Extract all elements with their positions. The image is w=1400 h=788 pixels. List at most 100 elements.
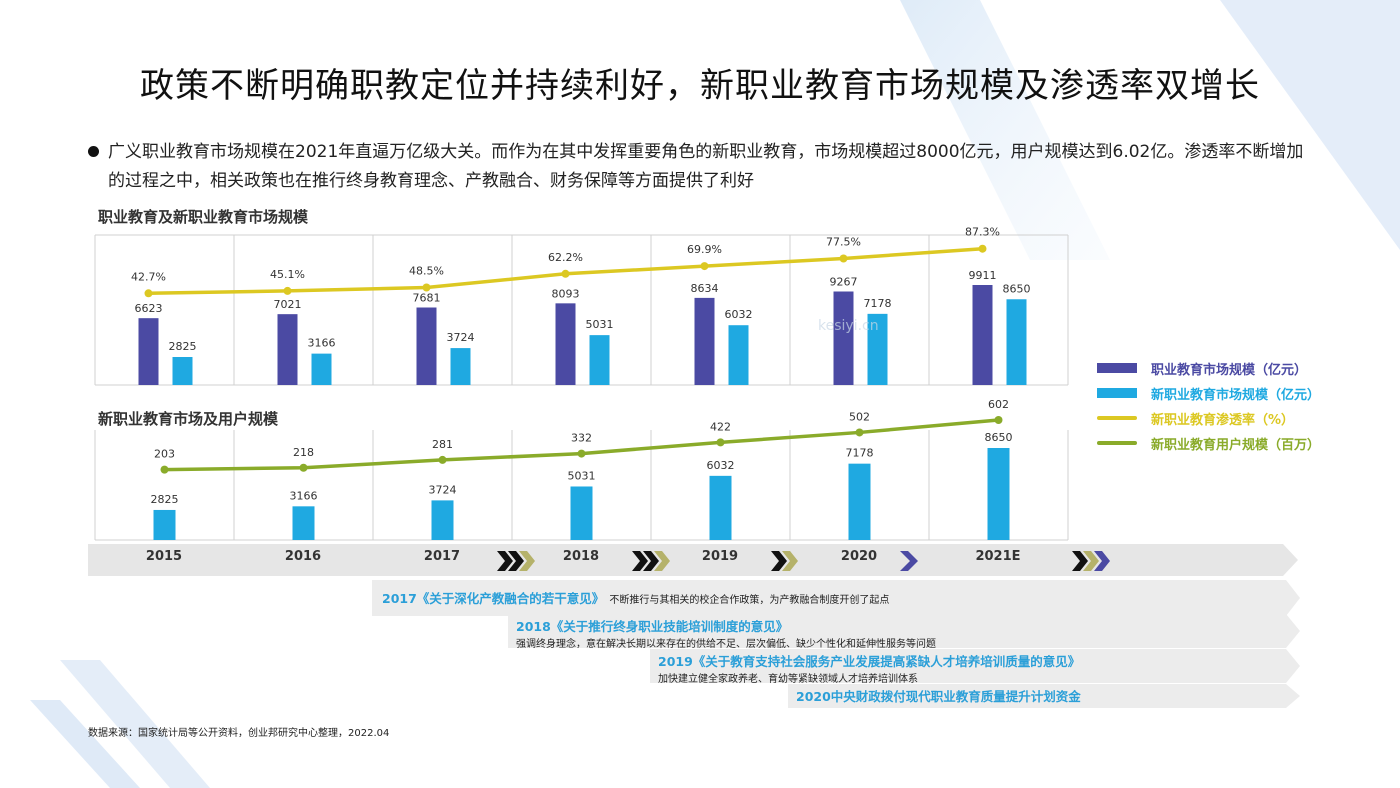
bar-new-vocational-market <box>728 325 749 385</box>
data-label-new-vocational-2: 5031 <box>568 469 596 482</box>
legend-label-penetration: 新职业教育渗透率（%） <box>1151 412 1295 428</box>
data-label-penetration: 45.1% <box>270 268 305 281</box>
chevron-arrows-icon <box>632 551 670 571</box>
point-penetration-rate <box>561 269 570 278</box>
policy-desc-2017: 不断推行与其相关的校企合作政策，为产教融合制度开创了起点 <box>609 595 890 606</box>
year-label-2016: 2016 <box>284 549 322 564</box>
data-label-vocational: 6623 <box>135 302 163 315</box>
data-label-user-scale: 218 <box>293 446 314 459</box>
legend-swatch-vocational <box>1097 363 1137 373</box>
policy-2019: 2019《关于教育支持社会服务产业发展提高紧缺人才培养培训质量的意见》 加快建立… <box>650 649 1300 683</box>
data-label-new-vocational: 8650 <box>1003 282 1031 295</box>
policy-title-2019: 2019《关于教育支持社会服务产业发展提高紧缺人才培养培训质量的意见》 <box>658 654 1081 669</box>
policy-title-2017: 2017《关于深化产教融合的若干意见》 <box>382 591 605 606</box>
chart-legend: 职业教育市场规模（亿元） 新职业教育市场规模（亿元） 新职业教育渗透率（%） 新… <box>1097 356 1320 456</box>
year-label-2019: 2019 <box>701 549 739 564</box>
bar-new-vocational-market-2 <box>153 509 176 540</box>
data-label-vocational: 8634 <box>691 282 719 295</box>
legend-swatch-penetration <box>1097 416 1137 420</box>
bar-vocational-market <box>277 314 298 385</box>
policy-2018: 2018《关于推行终身职业技能培训制度的意见》 强调终身理念，意在解决长期以来存… <box>508 614 1300 648</box>
panel-title-top: 职业教育及新职业教育市场规模 <box>98 208 309 226</box>
policy-title-2018: 2018《关于推行终身职业技能培训制度的意见》 <box>516 619 789 634</box>
legend-item-penetration: 新职业教育渗透率（%） <box>1097 406 1320 430</box>
data-source: 数据来源：国家统计局等公开资料，创业邦研究中心整理，2022.04 <box>88 728 390 739</box>
point-penetration-rate <box>700 262 709 271</box>
data-label-new-vocational: 5031 <box>586 318 614 331</box>
data-label-penetration: 62.2% <box>548 251 583 264</box>
bar-vocational-market <box>694 297 715 385</box>
chevron-arrows-icon <box>1072 551 1110 571</box>
line-user-scale <box>164 418 999 472</box>
point-penetration-rate <box>839 254 848 263</box>
point-user-scale <box>438 455 447 464</box>
bar-vocational-market <box>416 307 437 385</box>
bar-new-vocational-market <box>450 348 471 385</box>
summary-bullet: 广义职业教育市场规模在2021年直逼万亿级大关。而作为在其中发挥重要角色的新职业… <box>108 142 1304 191</box>
data-label-new-vocational: 6032 <box>725 308 753 321</box>
point-penetration-rate <box>144 289 153 298</box>
bar-new-vocational-market <box>172 357 193 385</box>
bar-new-vocational-market <box>589 335 610 385</box>
year-label-2020: 2020 <box>840 549 878 564</box>
data-label-new-vocational-2: 8650 <box>985 431 1013 444</box>
point-user-scale <box>160 465 169 474</box>
data-label-penetration: 77.5% <box>826 236 861 249</box>
bar-new-vocational-market <box>1006 299 1027 385</box>
bar-new-vocational-market <box>311 353 332 385</box>
data-label-penetration: 48.5% <box>409 265 444 278</box>
data-label-new-vocational-2: 6032 <box>707 459 735 472</box>
data-label-new-vocational: 3724 <box>447 331 475 344</box>
point-penetration-rate <box>422 283 431 292</box>
point-penetration-rate <box>283 286 292 295</box>
bar-vocational-market <box>833 291 854 385</box>
data-label-vocational: 7681 <box>413 292 441 305</box>
data-label-user-scale: 502 <box>849 410 870 423</box>
data-label-user-scale: 422 <box>710 420 731 433</box>
data-label-new-vocational: 2825 <box>169 340 197 353</box>
bar-new-vocational-market-2 <box>848 463 871 540</box>
point-user-scale <box>716 438 725 447</box>
bar-new-vocational-market-2 <box>570 486 593 540</box>
legend-label-users: 新职业教育用户规模（百万） <box>1151 437 1321 453</box>
year-label-2021e: 2021E <box>975 549 1021 564</box>
year-label-2018: 2018 <box>562 549 600 564</box>
legend-label-vocational: 职业教育市场规模（亿元） <box>1151 362 1308 378</box>
legend-swatch-new-vocational <box>1097 388 1137 398</box>
point-user-scale <box>299 463 308 472</box>
data-label-penetration: 69.9% <box>687 243 722 256</box>
data-label-new-vocational: 7178 <box>864 297 892 310</box>
data-label-vocational: 9911 <box>969 269 997 282</box>
data-label-penetration: 87.3% <box>965 226 1000 239</box>
bar-new-vocational-market-2 <box>987 448 1010 540</box>
data-label-vocational: 7021 <box>274 298 302 311</box>
bar-vocational-market <box>555 303 576 385</box>
point-penetration-rate <box>978 244 987 253</box>
legend-swatch-users <box>1097 441 1137 445</box>
data-label-new-vocational-2: 3724 <box>429 483 457 496</box>
legend-item-new-vocational: 新职业教育市场规模（亿元） <box>1097 381 1320 405</box>
policy-title-2020: 2020中央财政拨付现代职业教育质量提升计划资金 <box>796 689 1081 704</box>
year-label-2015: 2015 <box>145 549 183 564</box>
bullet-dot <box>88 146 99 157</box>
point-user-scale <box>855 428 864 437</box>
data-label-vocational: 8093 <box>552 287 580 300</box>
legend-item-users: 新职业教育用户规模（百万） <box>1097 431 1320 455</box>
bar-new-vocational-market-2 <box>292 506 315 540</box>
legend-item-vocational: 职业教育市场规模（亿元） <box>1097 356 1320 380</box>
bar-vocational-market <box>972 285 993 385</box>
data-label-user-scale: 203 <box>154 448 175 461</box>
chevron-arrow-icon <box>900 551 918 571</box>
page-title: 政策不断明确职教定位并持续利好，新职业教育市场规模及渗透率双增长 <box>140 66 1260 106</box>
bar-new-vocational-market-2 <box>431 500 454 540</box>
policy-desc-2019: 加快建立健全家政养老、育幼等紧缺领域人才培养培训体系 <box>658 674 918 685</box>
data-label-new-vocational-2: 7178 <box>846 447 874 460</box>
bar-new-vocational-market <box>867 313 888 385</box>
policy-2017: 2017《关于深化产教融合的若干意见》 不断推行与其相关的校企合作政策，为产教融… <box>372 580 1300 616</box>
policy-2020: 2020中央财政拨付现代职业教育质量提升计划资金 <box>788 684 1300 708</box>
point-user-scale <box>994 416 1003 424</box>
year-label-2017: 2017 <box>423 549 461 564</box>
data-label-penetration: 42.7% <box>131 270 166 283</box>
chevron-arrows-icon <box>771 551 798 571</box>
